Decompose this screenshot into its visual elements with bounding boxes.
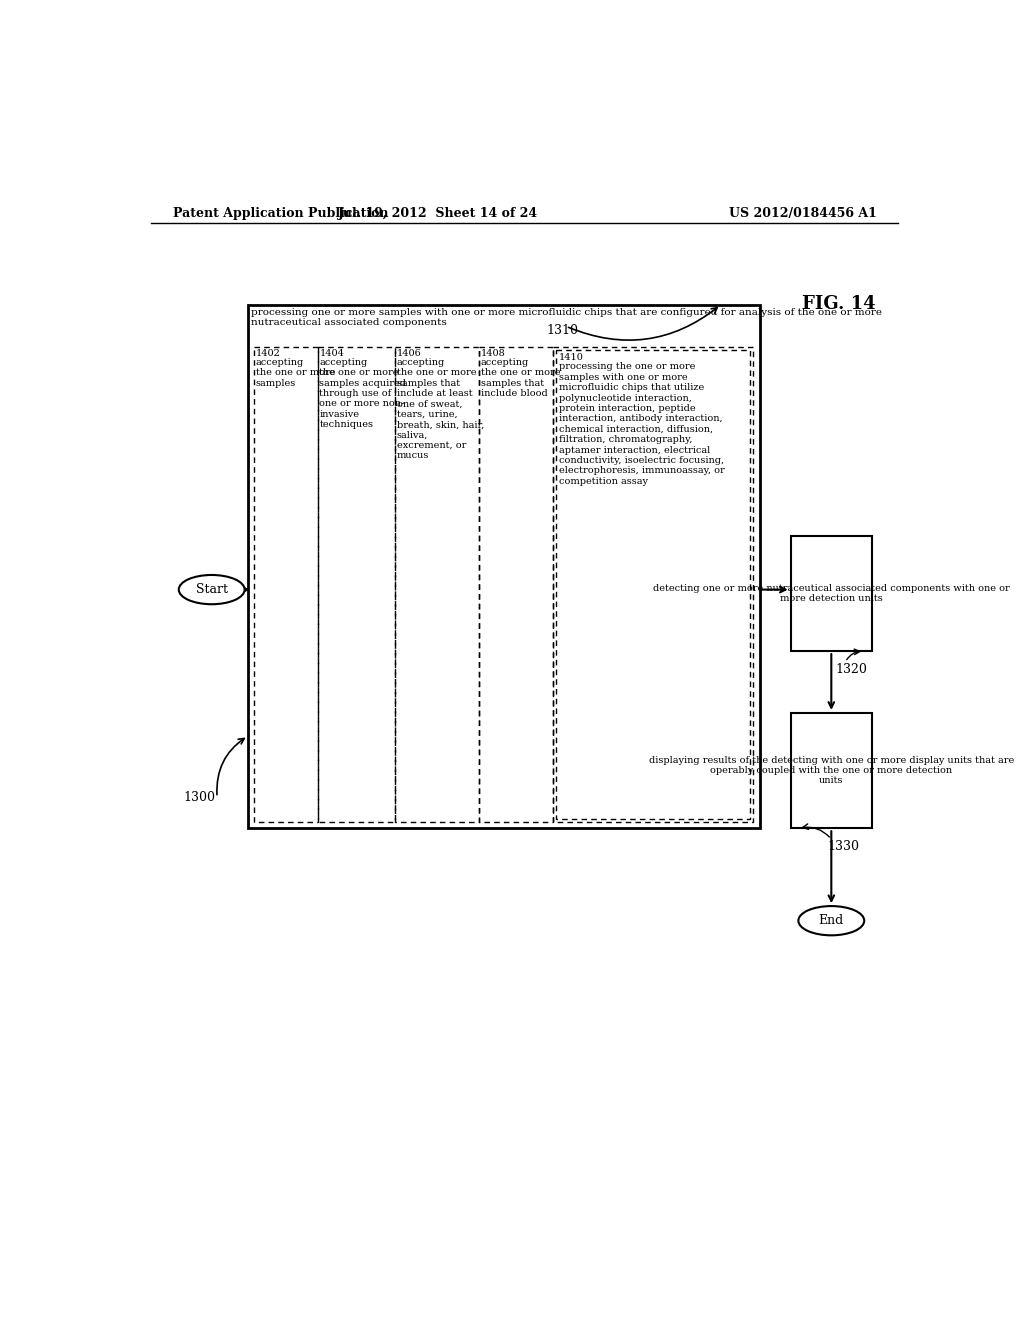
Text: 1402: 1402	[256, 348, 281, 358]
Text: 1300: 1300	[183, 791, 216, 804]
Text: FIG. 14: FIG. 14	[802, 296, 876, 313]
Bar	[479, 347, 553, 822]
Text: US 2012/0184456 A1: US 2012/0184456 A1	[729, 207, 877, 220]
Text: 1310: 1310	[547, 323, 579, 337]
Bar	[317, 347, 395, 822]
Text: processing one or more samples with one or more microfluidic chips that are conf: processing one or more samples with one …	[251, 308, 883, 327]
Ellipse shape	[799, 906, 864, 936]
Text: 1408: 1408	[480, 348, 506, 358]
Text: processing the one or more
samples with one or more
microfluidic chips that util: processing the one or more samples with …	[559, 363, 725, 486]
Text: 1330: 1330	[827, 840, 859, 853]
Bar	[248, 305, 760, 829]
Text: Patent Application Publication: Patent Application Publication	[173, 207, 388, 220]
Ellipse shape	[179, 576, 245, 605]
Text: 1410: 1410	[559, 354, 584, 362]
Text: displaying results of the detecting with one or more display units that are oper: displaying results of the detecting with…	[648, 755, 1014, 785]
Text: accepting
the one or more
samples: accepting the one or more samples	[256, 358, 336, 388]
Text: End: End	[818, 915, 844, 927]
Bar	[254, 347, 317, 822]
Bar	[791, 713, 872, 829]
Text: accepting
the one or more
samples that
include blood: accepting the one or more samples that i…	[480, 358, 560, 399]
Text: 1404: 1404	[319, 348, 344, 358]
Text: Jul. 19, 2012  Sheet 14 of 24: Jul. 19, 2012 Sheet 14 of 24	[338, 207, 538, 220]
Text: 1406: 1406	[397, 348, 422, 358]
Text: accepting
the one or more
samples that
include at least
one of sweat,
tears, uri: accepting the one or more samples that i…	[397, 358, 484, 461]
Bar	[395, 347, 479, 822]
Text: accepting
the one or more
samples acquired
through use of
one or more non-
invas: accepting the one or more samples acquir…	[319, 358, 407, 429]
Bar	[791, 536, 872, 651]
Bar	[556, 350, 751, 818]
Text: Start: Start	[196, 583, 227, 597]
Text: 1320: 1320	[836, 663, 867, 676]
Text: detecting one or more nutraceutical associated components with one or more detec: detecting one or more nutraceutical asso…	[653, 583, 1010, 603]
Bar	[553, 347, 754, 822]
